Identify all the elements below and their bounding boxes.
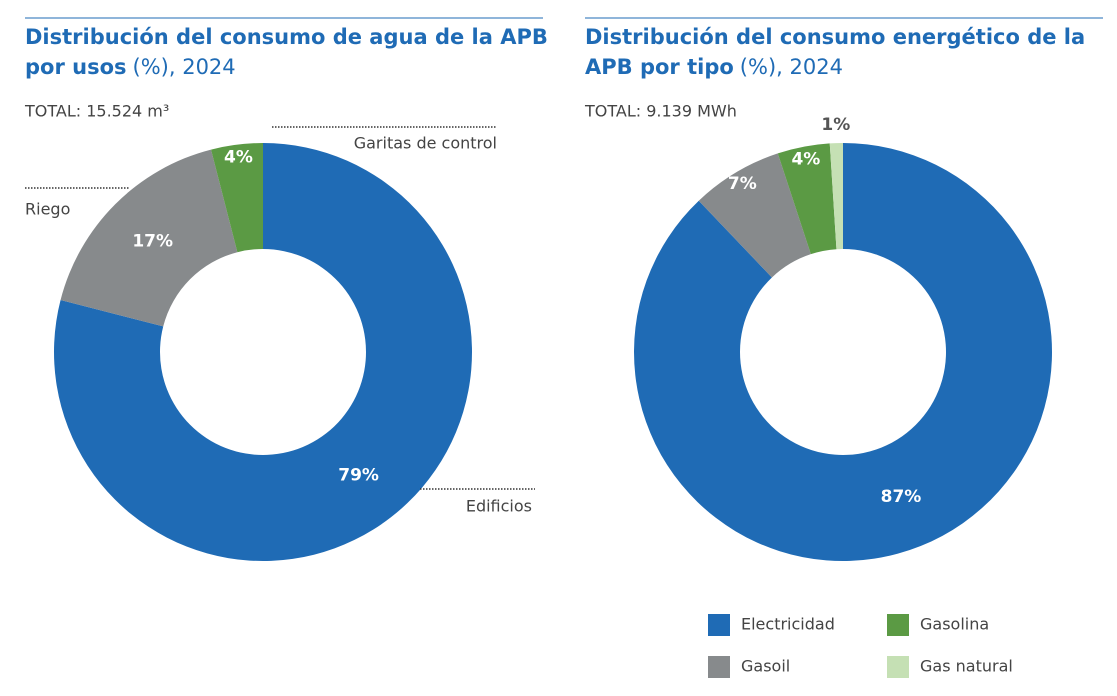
value-label: 7% [728,174,757,194]
title-text: Distribución del consumo de agua de la A… [25,25,548,79]
value-label: 17% [132,232,173,252]
chart-title: Distribución del consumo de agua de la A… [25,25,548,79]
value-label: 87% [881,487,922,507]
title-unit: (%), 2024 [133,55,236,79]
subtitle: TOTAL: 15.524 m³ [24,102,169,121]
value-label: 4% [791,150,820,170]
legend-swatch [708,614,730,636]
legend-label: Electricidad [741,615,835,634]
donut-slice [698,153,811,278]
donut-slice [53,143,473,562]
title-text: Distribución del consumo energético de l… [585,25,1085,79]
title-unit: (%), 2024 [740,55,843,79]
legend-swatch [887,656,909,678]
legend-swatch [708,656,730,678]
legend-label: Gasoil [741,657,790,676]
legend-swatch [887,614,909,636]
donut-slice [211,143,263,253]
category-label: Garitas de control [354,134,497,153]
value-label: 79% [338,465,379,485]
donut-slice [829,143,843,250]
value-label: 4% [224,148,253,168]
legend-label: Gas natural [920,657,1013,676]
subtitle: TOTAL: 9.139 MWh [584,102,737,121]
category-label: Riego [25,200,70,219]
chart-title: Distribución del consumo energético de l… [585,25,1085,79]
donut-slice [634,143,1053,561]
value-label: 1% [821,115,850,135]
donut-slice [777,143,837,255]
legend-label: Gasolina [920,615,989,634]
donut-slice [60,149,238,327]
category-label: Edificios [466,497,532,516]
